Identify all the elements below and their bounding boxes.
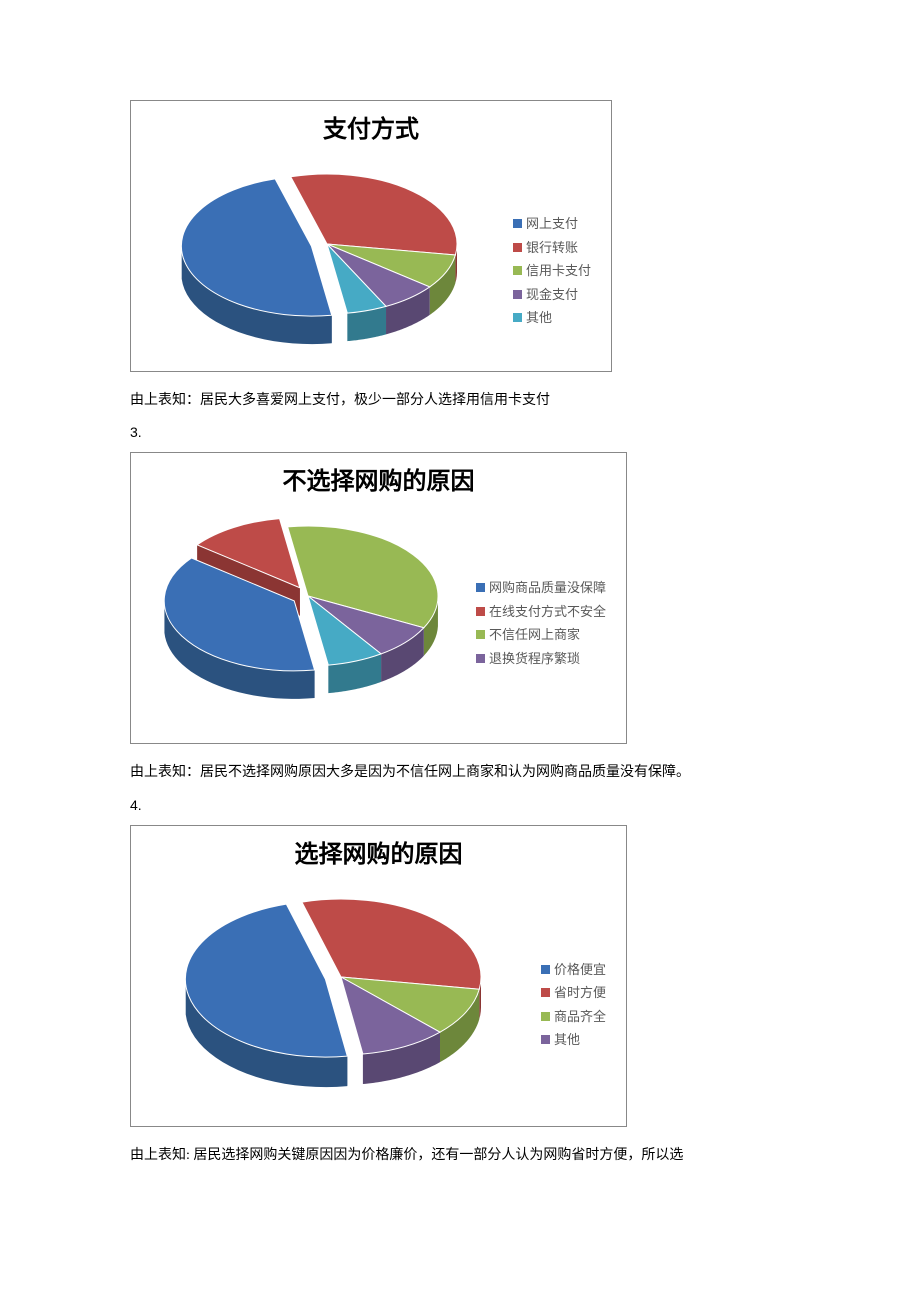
legend-item: 网上支付 bbox=[513, 209, 591, 233]
legend-label: 在线支付方式不安全 bbox=[489, 597, 606, 621]
legend-item: 银行转账 bbox=[513, 233, 591, 257]
chart-payment-method: 支付方式 网上支付银行转账信用卡支付现金支付其他 bbox=[130, 100, 612, 372]
legend-item: 现金支付 bbox=[513, 280, 591, 304]
legend-swatch bbox=[476, 654, 485, 663]
legend-label: 其他 bbox=[554, 1025, 580, 1049]
document-page: www.zixin.com.cn 支付方式 网上支付银行转账信用卡支付现金支付其… bbox=[0, 0, 920, 1219]
caption1: 由上表知：居民大多喜爱网上支付，极少一部分人选择用信用卡支付 bbox=[130, 390, 790, 412]
chart-not-buy-reason: 不选择网购的原因 网购商品质量没保障在线支付方式不安全不信任网上商家退换货程序繁… bbox=[130, 452, 627, 744]
legend-item: 省时方便 bbox=[541, 978, 606, 1002]
legend-item: 商品齐全 bbox=[541, 1002, 606, 1026]
legend-item: 其他 bbox=[513, 303, 591, 327]
legend-swatch bbox=[541, 1035, 550, 1044]
caption2: 由上表知：居民不选择网购原因大多是因为不信任网上商家和认为网购商品质量没有保障。 bbox=[130, 762, 790, 784]
legend-label: 其他 bbox=[526, 303, 552, 327]
section-number-4: 4. bbox=[130, 797, 790, 813]
legend-item: 不信任网上商家 bbox=[476, 620, 606, 644]
legend-label: 信用卡支付 bbox=[526, 256, 591, 280]
chart1-legend: 网上支付银行转账信用卡支付现金支付其他 bbox=[513, 209, 611, 327]
chart3-legend: 价格便宜省时方便商品齐全其他 bbox=[541, 955, 626, 1049]
legend-item: 其他 bbox=[541, 1025, 606, 1049]
legend-swatch bbox=[541, 965, 550, 974]
chart1-pie bbox=[131, 144, 513, 392]
legend-label: 省时方便 bbox=[554, 978, 606, 1002]
legend-label: 退换货程序繁琐 bbox=[489, 644, 580, 668]
chart2-title: 不选择网购的原因 bbox=[131, 453, 626, 496]
legend-label: 不信任网上商家 bbox=[489, 620, 580, 644]
legend-swatch bbox=[541, 988, 550, 997]
legend-label: 网购商品质量没保障 bbox=[489, 573, 606, 597]
legend-label: 网上支付 bbox=[526, 209, 578, 233]
legend-swatch bbox=[513, 290, 522, 299]
chart3-pie bbox=[131, 869, 541, 1135]
section-number-3: 3. bbox=[130, 424, 790, 440]
legend-swatch bbox=[513, 219, 522, 228]
legend-swatch bbox=[513, 313, 522, 322]
legend-swatch bbox=[513, 266, 522, 275]
legend-item: 信用卡支付 bbox=[513, 256, 591, 280]
chart-buy-reason: 选择网购的原因 价格便宜省时方便商品齐全其他 bbox=[130, 825, 627, 1127]
legend-item: 价格便宜 bbox=[541, 955, 606, 979]
legend-swatch bbox=[476, 583, 485, 592]
legend-swatch bbox=[476, 630, 485, 639]
legend-label: 银行转账 bbox=[526, 233, 578, 257]
chart1-title: 支付方式 bbox=[131, 101, 611, 144]
legend-item: 网购商品质量没保障 bbox=[476, 573, 606, 597]
legend-swatch bbox=[513, 243, 522, 252]
legend-item: 在线支付方式不安全 bbox=[476, 597, 606, 621]
legend-label: 现金支付 bbox=[526, 280, 578, 304]
legend-swatch bbox=[541, 1012, 550, 1021]
chart3-title: 选择网购的原因 bbox=[131, 826, 626, 869]
legend-label: 商品齐全 bbox=[554, 1002, 606, 1026]
legend-label: 价格便宜 bbox=[554, 955, 606, 979]
legend-item: 退换货程序繁琐 bbox=[476, 644, 606, 668]
chart2-pie bbox=[131, 496, 476, 744]
legend-swatch bbox=[476, 607, 485, 616]
chart2-legend: 网购商品质量没保障在线支付方式不安全不信任网上商家退换货程序繁琐 bbox=[476, 573, 626, 667]
caption3: 由上表知: 居民选择网购关键原因因为价格廉价，还有一部分人认为网购省时方便，所以… bbox=[130, 1145, 790, 1167]
